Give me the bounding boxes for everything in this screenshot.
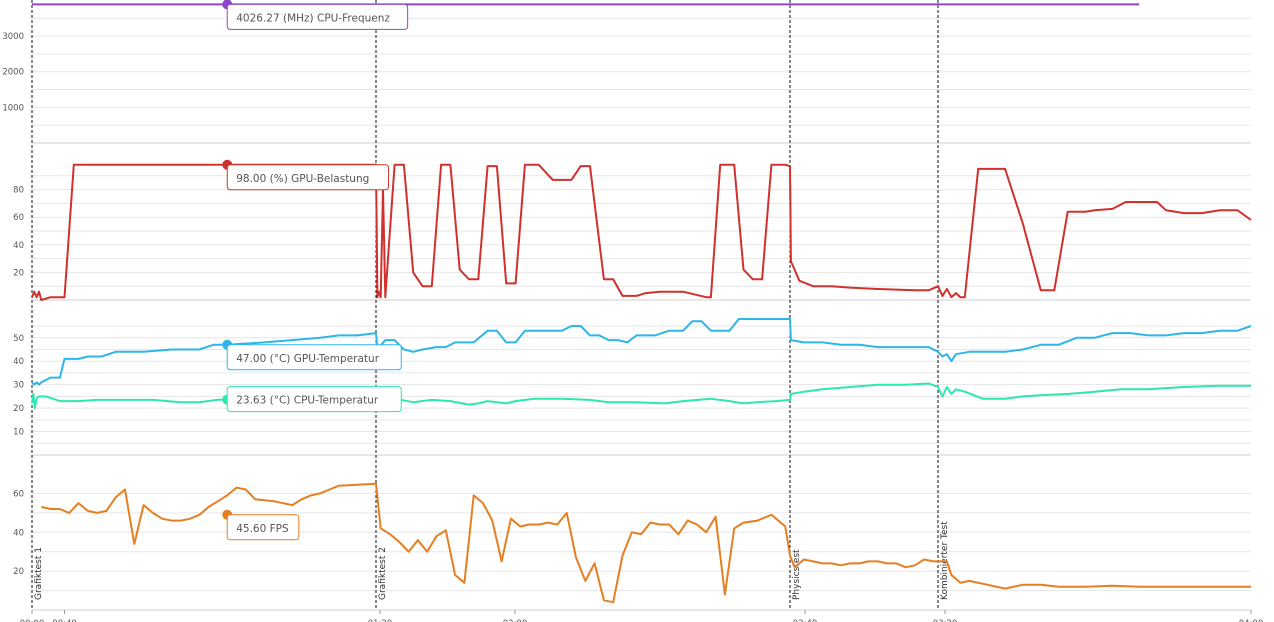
- tooltip-text: 45.60 FPS: [236, 523, 289, 535]
- grid-layer: [32, 17, 1251, 611]
- tooltip-text: 47.00 (°C) GPU-Temperatur: [236, 353, 379, 365]
- section-label: Kombinierter Test: [940, 521, 950, 600]
- series-line-fps: [41, 482, 1251, 604]
- x-tick-label: 02:40: [793, 619, 818, 622]
- y-tick-label: 40: [13, 528, 24, 538]
- section-label: Grafiktest 2: [378, 547, 388, 600]
- y-tick-label: 2000: [2, 68, 24, 78]
- tooltip-box: [226, 164, 389, 191]
- marker-layer: Grafiktest 1 Grafiktest 2 Physicstest Kombi…: [31, 0, 950, 610]
- y-tick-label: 50: [13, 334, 24, 344]
- y-tick-label: 60: [13, 489, 24, 499]
- y-tick-label: 40: [13, 241, 24, 251]
- y-tick-label: 3000: [2, 32, 24, 42]
- y-tick-label: 20: [13, 268, 24, 278]
- x-tick-label: 02:00: [503, 619, 528, 622]
- axis-layer: 1000 2000 3000 20 40 60 80 10 20 30 40 50 20 40 60 00:0…: [2, 32, 1263, 622]
- series-layer: [31, 3, 1252, 604]
- x-tick-label: 00:00: [20, 619, 45, 622]
- tooltip-text: 4026.27 (MHz) CPU-Frequenz: [236, 12, 390, 24]
- x-tick-label: 01:20: [368, 619, 393, 622]
- y-tick-label: 10: [13, 428, 24, 438]
- series-line-gpu-belastung: [31, 163, 1252, 301]
- x-tick-label: 04:00: [1239, 619, 1264, 622]
- tooltip-text: 98.00 (%) GPU-Belastung: [236, 173, 369, 185]
- callout-layer: 4026.27 (MHz) CPU-Frequenz 98.00 (%) GPU-…: [222, 0, 409, 541]
- section-label: Grafiktest 1: [34, 547, 44, 600]
- tooltip-box: [226, 344, 402, 371]
- y-tick-label: 20: [13, 567, 24, 577]
- series-line-cpu-temperatur: [31, 382, 1251, 410]
- y-tick-label: 40: [13, 357, 24, 367]
- y-tick-label: 20: [13, 404, 24, 414]
- tooltip-text: 23.63 (°C) CPU-Temperatur: [236, 395, 379, 407]
- y-tick-label: 80: [13, 186, 24, 196]
- y-tick-label: 60: [13, 213, 24, 223]
- section-label: Physicstest: [792, 549, 802, 600]
- tooltip-box: [226, 3, 409, 30]
- tooltip-box: [226, 514, 300, 541]
- series-line-gpu-temperatur: [31, 318, 1252, 386]
- x-tick-label: 03:20: [933, 619, 958, 622]
- y-tick-label: 1000: [2, 103, 24, 113]
- y-tick-label: 30: [13, 381, 24, 391]
- tooltip-box: [226, 386, 402, 413]
- x-tick-label: 00:40: [52, 619, 77, 622]
